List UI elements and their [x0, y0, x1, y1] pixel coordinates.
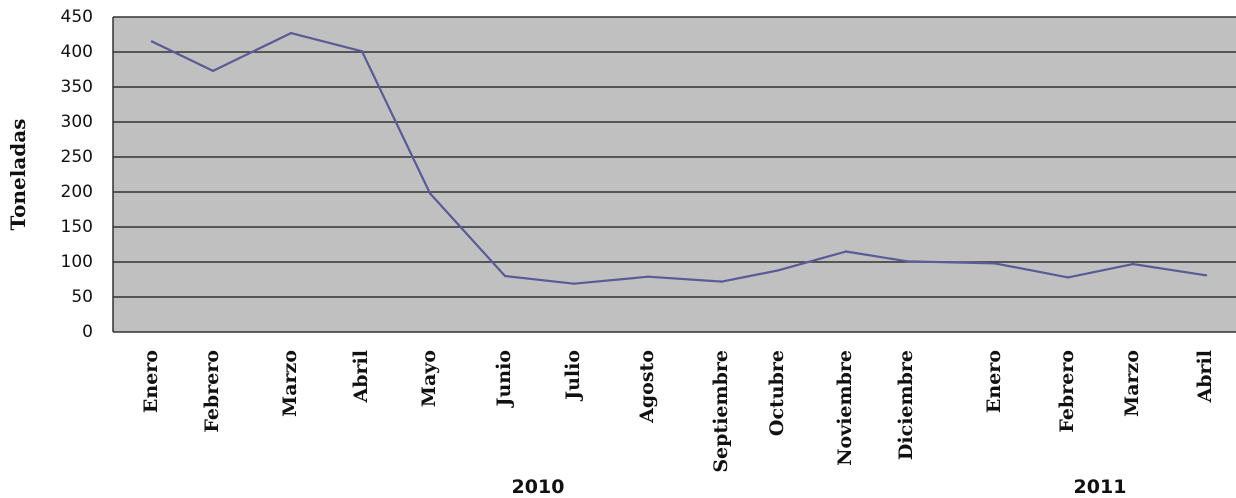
data-point	[844, 250, 848, 253]
data-point	[993, 262, 997, 265]
y-tick-label: 50	[71, 287, 93, 307]
x-tick-label: Marzo	[279, 350, 301, 417]
data-point	[1131, 262, 1135, 266]
y-tick-label: 450	[61, 7, 93, 27]
series-line	[151, 31, 1207, 285]
x-tick-label: Febrero	[201, 350, 223, 433]
data-point	[1066, 276, 1070, 279]
gridlines	[112, 16, 1236, 333]
series-group	[150, 31, 1208, 285]
data-point	[1204, 274, 1208, 277]
x-tick-label: Mayo	[418, 350, 440, 407]
y-tick-label: 400	[61, 42, 93, 62]
data-point	[211, 69, 215, 73]
y-tick-label: 150	[61, 217, 93, 237]
year-labels: 2010 2011	[512, 476, 1127, 498]
data-point	[646, 275, 650, 278]
y-tick-label: 0	[82, 322, 93, 342]
x-tick-label: Agosto	[636, 350, 658, 424]
data-point	[503, 274, 507, 278]
data-point	[289, 31, 293, 35]
data-point	[720, 280, 724, 283]
y-tick-label: 100	[61, 252, 93, 272]
data-point	[360, 50, 364, 53]
x-tick-label: Diciembre	[895, 350, 917, 460]
year-label: 2010	[512, 476, 565, 498]
x-axis-ticks: Enero Febrero Marzo Abril Mayo Junio Julio Agos…	[140, 350, 1216, 473]
plot-area	[113, 17, 1236, 332]
x-tick-label: Enero	[983, 350, 1005, 413]
x-tick-label: Julio	[562, 350, 584, 402]
y-tick-label: 200	[61, 182, 93, 202]
y-tick-label: 300	[61, 112, 93, 132]
x-tick-label: Febrero	[1056, 350, 1078, 433]
data-point	[150, 40, 154, 43]
y-tick-label: 350	[61, 77, 93, 97]
data-point	[776, 269, 780, 272]
data-point	[572, 282, 576, 285]
x-tick-label: Marzo	[1121, 350, 1143, 417]
y-axis-title: Toneladas	[6, 119, 30, 231]
x-tick-label: Noviembre	[834, 350, 856, 466]
data-point	[428, 192, 432, 195]
x-tick-label: Enero	[140, 350, 162, 413]
x-tick-label: Abril	[1194, 350, 1216, 403]
data-point	[905, 260, 909, 263]
x-tick-label: Septiembre	[710, 350, 732, 473]
y-tick-label: 250	[61, 147, 93, 167]
x-tick-label: Junio	[493, 350, 515, 409]
year-label: 2011	[1074, 476, 1127, 498]
x-tick-label: Abril	[350, 350, 372, 403]
y-axis-ticks: 0 50 100 150 200 250 300 350 400 450	[61, 7, 93, 342]
x-tick-label: Octubre	[766, 350, 788, 436]
